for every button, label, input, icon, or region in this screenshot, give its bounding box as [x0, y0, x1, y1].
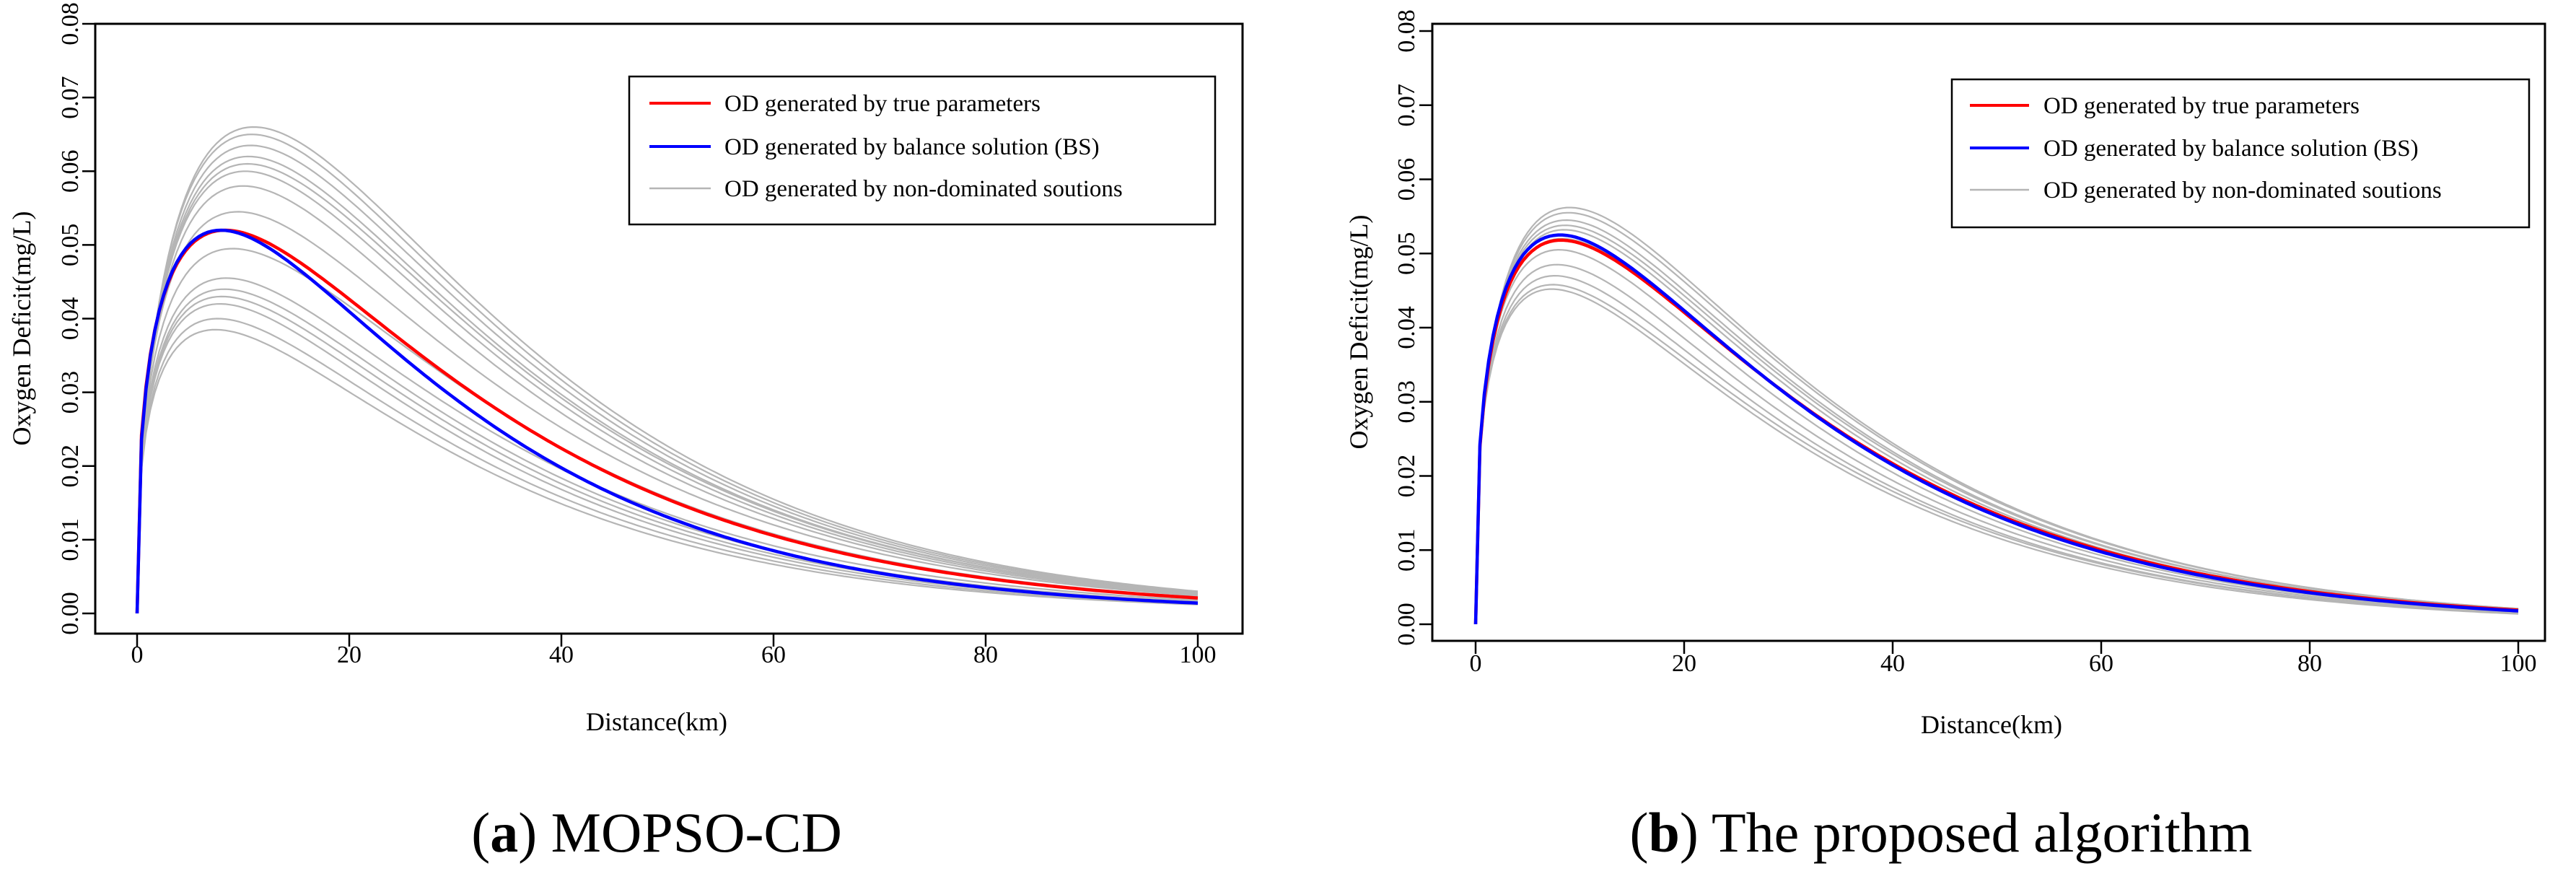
y-tick-label: 0.07	[57, 76, 84, 119]
x-tick-label: 0	[1470, 650, 1482, 677]
x-axis: 0 20 40 60 80 100	[131, 634, 1217, 668]
y-tick-label: 0.08	[57, 2, 84, 45]
nondominated-curve-2	[136, 134, 1199, 614]
nondominated-curve-10	[136, 277, 1199, 614]
nondominated-curve-4	[1474, 224, 2519, 625]
x-tick-label: 100	[1180, 642, 1217, 668]
nondominated-curve-2	[1474, 211, 2519, 625]
nondominated-curve-5	[136, 162, 1199, 614]
legend: OD generated by true parameters OD gener…	[1950, 78, 2531, 229]
nondominated-curve-3	[136, 144, 1199, 614]
legend-label-true: OD generated by true parameters	[2043, 93, 2360, 119]
x-tick-label: 20	[1672, 650, 1696, 677]
nondominated-curve-6	[136, 170, 1199, 614]
y-tick-label: 0.06	[1393, 158, 1420, 201]
x-tick-label: 80	[2297, 650, 2322, 677]
x-tick-label: 40	[1880, 650, 1905, 677]
nondominated-curve-13	[136, 302, 1199, 614]
y-tick-label: 0.01	[1393, 529, 1420, 572]
legend-label-nondominated: OD generated by non-dominated soutions	[724, 176, 1123, 202]
x-tick-label: 80	[973, 642, 998, 668]
caption-a-letter: a	[490, 801, 518, 864]
caption-b: (b) The proposed algorithm	[1630, 801, 2253, 864]
legend-label-bs: OD generated by balance solution (BS)	[2043, 136, 2419, 162]
nondominated-curve-5	[1474, 229, 2519, 625]
nondominated-curve-9	[1474, 274, 2519, 625]
x-tick-label: 20	[337, 642, 362, 668]
nondominated-curve-3	[1474, 219, 2519, 625]
legend-box	[1950, 78, 2531, 229]
y-tick-label: 0.03	[57, 371, 84, 414]
nondominated-curve-11	[1474, 288, 2519, 625]
x-tick-label: 60	[2089, 650, 2113, 677]
caption-b-text: The proposed algorithm	[1712, 801, 2253, 864]
y-tick-label: 0.03	[1393, 380, 1420, 424]
caption-a-text: MOPSO-CD	[551, 801, 842, 864]
legend: OD generated by true parameters OD gener…	[628, 75, 1217, 226]
plot-frame	[94, 22, 1244, 635]
nondominated-curve-11	[136, 288, 1199, 614]
nondominated-curve-15	[136, 328, 1199, 614]
caption-a: (a) MOPSO-CD	[471, 801, 842, 864]
legend-box	[628, 75, 1217, 226]
main-curves	[135, 228, 1199, 614]
y-tick-label: 0.06	[57, 150, 84, 193]
y-axis: 0.00 0.01 0.02 0.03 0.04 0.05 0.06 0.07 0.08	[1393, 9, 1432, 646]
true-parameters-curve	[135, 228, 1199, 614]
nondominated-curve-8	[136, 211, 1199, 614]
chart-panel-a: 0.00 0.01 0.02 0.03 0.04 0.05 0.06 0.07 0.08 0 20…	[7, 2, 1244, 864]
y-tick-label: 0.04	[1393, 306, 1420, 349]
nondominated-curve-14	[136, 318, 1199, 614]
y-tick-label: 0.05	[57, 224, 84, 267]
y-tick-label: 0.05	[1393, 232, 1420, 276]
balance-solution-curve	[1473, 233, 2519, 625]
balance-solution-curve	[135, 228, 1199, 614]
x-tick-label: 100	[2500, 650, 2537, 677]
y-tick-label: 0.00	[1393, 603, 1420, 646]
nondominated-curve-8	[1474, 263, 2519, 625]
main-curves	[1473, 233, 2519, 625]
chart-panel-b: 0.00 0.01 0.02 0.03 0.04 0.05 0.06 0.07 0.08 0 20…	[1344, 9, 2546, 864]
plot-frame	[1431, 22, 2546, 642]
y-tick-label: 0.02	[1393, 455, 1420, 498]
legend-label-true: OD generated by true parameters	[724, 91, 1041, 117]
legend-label-bs: OD generated by balance solution (BS)	[724, 134, 1100, 160]
nondominated-curve-10	[1474, 284, 2519, 625]
x-tick-label: 60	[761, 642, 786, 668]
y-axis-title: Oxygen Deficit(mg/L)	[7, 211, 36, 446]
x-axis: 0 20 40 60 80 100	[1470, 641, 2537, 677]
x-tick-label: 0	[131, 642, 144, 668]
y-axis-title: Oxygen Deficit(mg/L)	[1344, 215, 1373, 450]
x-axis-title: Distance(km)	[586, 707, 727, 736]
y-axis: 0.00 0.01 0.02 0.03 0.04 0.05 0.06 0.07 0.08	[57, 2, 95, 635]
nondominated-curve-7	[136, 185, 1199, 614]
x-tick-label: 40	[549, 642, 574, 668]
legend-label-nondominated: OD generated by non-dominated soutions	[2043, 178, 2442, 204]
y-tick-label: 0.04	[57, 297, 84, 341]
y-tick-label: 0.00	[57, 592, 84, 635]
y-tick-label: 0.07	[1393, 84, 1420, 127]
caption-b-letter: b	[1649, 801, 1680, 864]
y-tick-label: 0.08	[1393, 9, 1420, 53]
nondominated-curve-7	[1474, 248, 2519, 625]
nondominated-curve-6	[1474, 237, 2519, 625]
y-tick-label: 0.01	[57, 518, 84, 561]
y-tick-label: 0.02	[57, 445, 84, 488]
x-axis-title: Distance(km)	[1921, 710, 2062, 739]
nondominated-curve-1	[136, 126, 1199, 614]
